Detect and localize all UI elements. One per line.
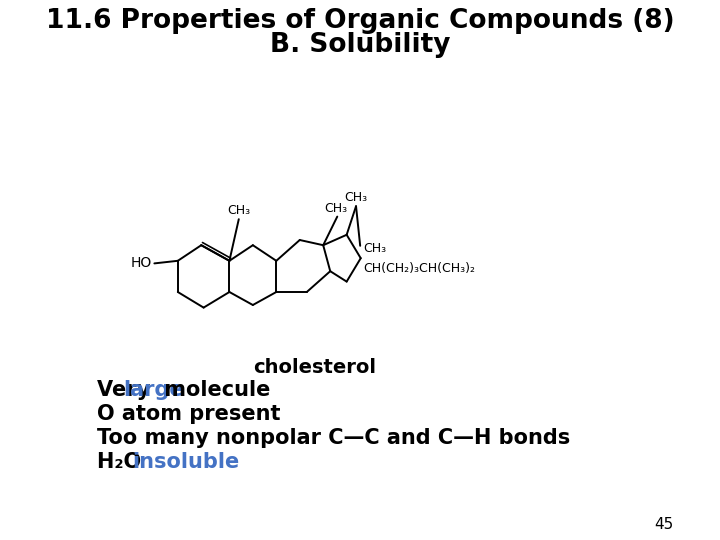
Text: 11.6 Properties of Organic Compounds (8): 11.6 Properties of Organic Compounds (8) — [45, 8, 675, 34]
Text: insoluble: insoluble — [132, 452, 240, 472]
Text: CH₃: CH₃ — [324, 201, 347, 214]
Text: molecule: molecule — [157, 380, 271, 400]
Text: Too many nonpolar C—C and C—H bonds: Too many nonpolar C—C and C—H bonds — [96, 428, 570, 448]
Text: Very: Very — [96, 380, 157, 400]
Text: CH₃: CH₃ — [363, 242, 386, 255]
Text: HO: HO — [130, 256, 152, 271]
Text: H₂O: H₂O — [96, 452, 148, 472]
Text: cholesterol: cholesterol — [253, 358, 377, 377]
Text: B. Solubility: B. Solubility — [270, 32, 450, 58]
Text: CH(CH₂)₃CH(CH₃)₂: CH(CH₂)₃CH(CH₃)₂ — [363, 262, 475, 275]
Text: 45: 45 — [654, 517, 674, 532]
Text: O atom present: O atom present — [96, 404, 280, 424]
Text: CH₃: CH₃ — [228, 204, 251, 217]
Text: large: large — [124, 380, 184, 400]
Text: CH₃: CH₃ — [344, 191, 368, 204]
